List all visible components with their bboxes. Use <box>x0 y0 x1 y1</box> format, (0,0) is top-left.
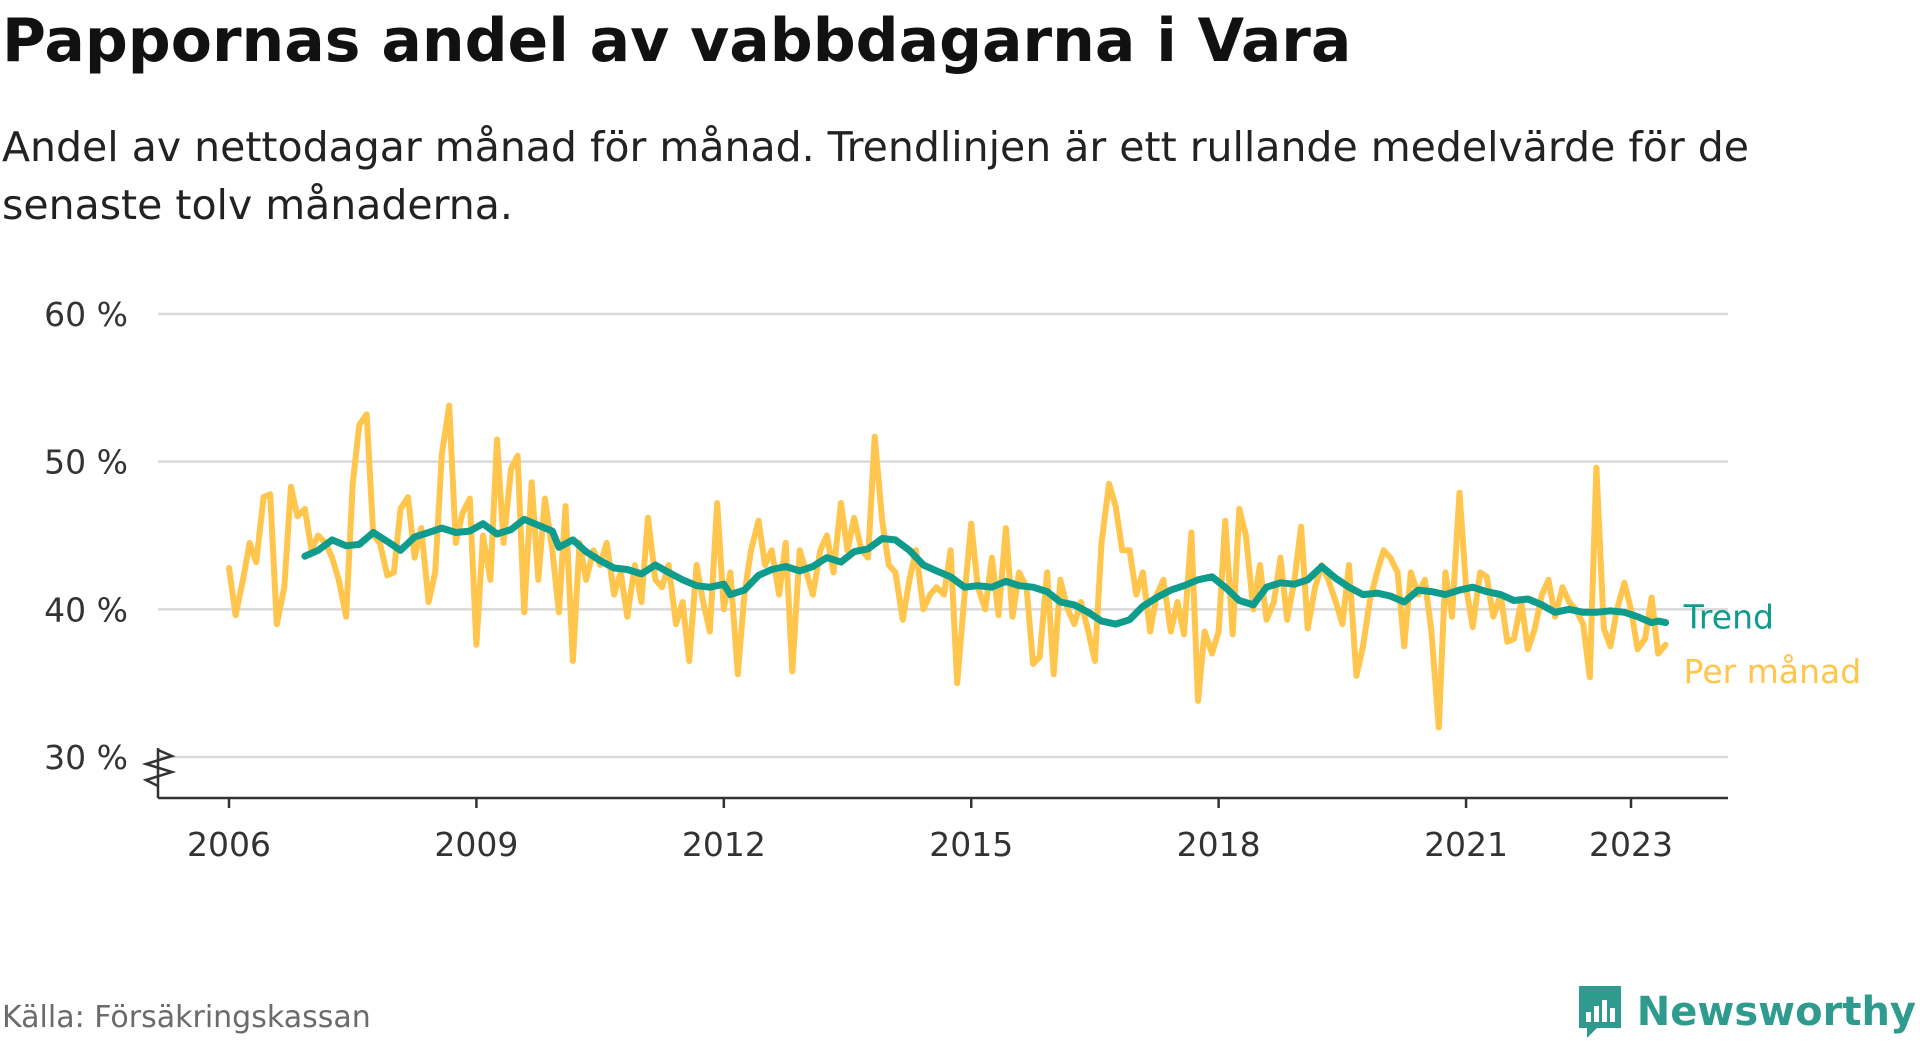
series-lines <box>226 402 1670 731</box>
series-line-per-manad <box>226 402 1669 731</box>
newsworthy-logo-icon <box>1578 986 1621 1038</box>
x-tick-label: 2018 <box>1177 825 1261 864</box>
x-tick-label: 2012 <box>682 825 766 864</box>
x-tick-label: 2023 <box>1589 825 1673 864</box>
y-tick-label: 30 % <box>44 738 128 777</box>
series-label-trend: Trend <box>1683 598 1774 637</box>
x-tick-label: 2021 <box>1424 825 1508 864</box>
source-note: Källa: Försäkringskassan <box>2 1000 371 1035</box>
x-axis: 2006 2009 2012 2015 2018 2021 2023 <box>141 748 1728 864</box>
y-tick-label: 50 % <box>44 443 128 482</box>
gridlines <box>158 312 1728 759</box>
x-tick-label: 2009 <box>434 825 518 864</box>
brand-logo[interactable]: Newsworthy <box>1575 982 1916 1042</box>
series-label-per-manad: Per månad <box>1684 652 1862 691</box>
series-line-trend <box>301 515 1670 628</box>
y-axis-ticks: 30 % 40 % 50 % 60 % <box>44 295 128 777</box>
series-labels: Per månad Trend <box>1683 598 1862 691</box>
axis-break-icon <box>141 748 177 788</box>
x-tick-label: 2015 <box>929 825 1013 864</box>
chart-title: Pappornas andel av vabbdagarna i Vara <box>2 6 1352 76</box>
x-tick-label: 2006 <box>187 825 271 864</box>
brand-name: Newsworthy <box>1636 989 1916 1035</box>
y-tick-label: 40 % <box>44 590 128 629</box>
chart-subtitle: Andel av nettodagar månad för månad. Tre… <box>2 123 1749 229</box>
y-tick-label: 60 % <box>44 295 128 334</box>
